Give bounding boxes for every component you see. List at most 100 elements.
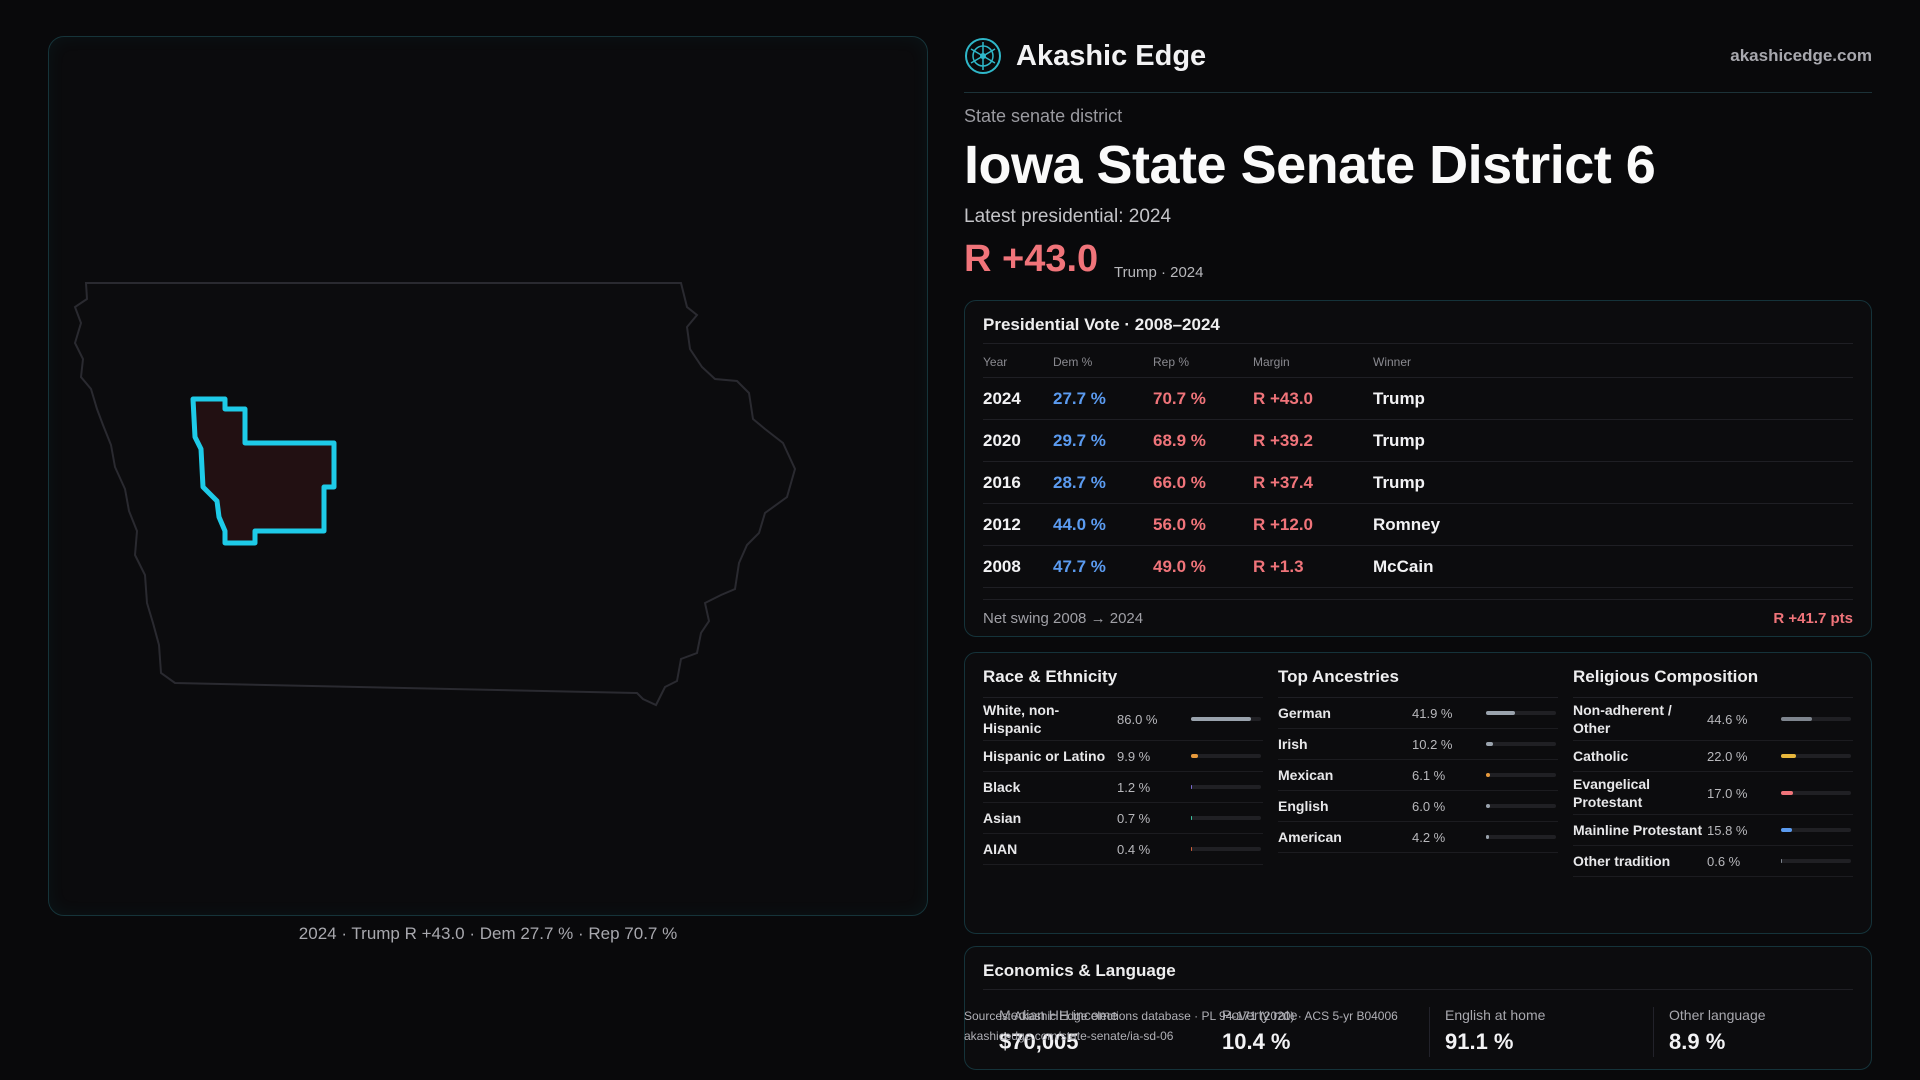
share-bar-track <box>1486 742 1556 746</box>
cell-dem: 47.7 % <box>1053 556 1106 576</box>
list-item: Black 1.2 % <box>983 772 1263 803</box>
metric-value: 91.1 % <box>1445 1029 1514 1054</box>
item-label: American <box>1278 829 1342 845</box>
cell-year: 2012 <box>983 514 1021 534</box>
item-label: Other tradition <box>1573 853 1671 869</box>
item-percent: 0.4 % <box>1117 841 1151 857</box>
share-bar-track <box>1781 754 1851 758</box>
cell-winner: McCain <box>1373 556 1434 576</box>
share-bar <box>1781 717 1813 721</box>
share-bar <box>1486 835 1489 839</box>
share-bar-track <box>1191 847 1261 851</box>
share-bar-track <box>1191 717 1261 721</box>
brand[interactable]: Akashic Edge <box>964 36 1206 76</box>
share-bar <box>1486 742 1494 746</box>
col-dem: Dem % <box>1053 355 1093 369</box>
cell-rep: 49.0 % <box>1153 556 1206 576</box>
list-item: Asian 0.7 % <box>983 803 1263 834</box>
item-percent: 22.0 % <box>1707 748 1748 764</box>
item-label: Asian <box>983 810 1022 826</box>
presidential-vote-table: Year Dem % Rep % Margin Winner 2024 27.7… <box>983 347 1853 588</box>
list-item: Mexican 6.1 % <box>1278 760 1558 791</box>
metric-label: English at home <box>1445 1007 1546 1023</box>
share-bar-track <box>1781 859 1851 863</box>
cell-rep: 56.0 % <box>1153 514 1206 534</box>
site-link[interactable]: akashicedge.com <box>1730 46 1872 65</box>
cell-margin: R +37.4 <box>1253 472 1314 492</box>
district-type-label: State senate district <box>964 106 1123 126</box>
item-label: Irish <box>1278 736 1308 752</box>
list-item: Other tradition 0.6 % <box>1573 846 1853 877</box>
item-label: English <box>1278 798 1329 814</box>
map-caption: 2024 · Trump R +43.0 · Dem 27.7 % · Rep … <box>298 924 678 943</box>
col-year: Year <box>983 355 1008 369</box>
cell-winner: Trump <box>1373 388 1425 408</box>
item-label: German <box>1278 705 1331 721</box>
share-bar-track <box>1486 835 1556 839</box>
metric-divider <box>1429 1007 1430 1057</box>
list-item: AIAN 0.4 % <box>983 834 1263 865</box>
list-item: White, non-Hispanic 86.0 % <box>983 698 1263 741</box>
net-swing-row: Net swing 2008 → 2024 R +41.7 pts <box>983 599 1853 627</box>
brand-name: Akashic Edge <box>1016 39 1207 72</box>
share-bar-track <box>1781 791 1851 795</box>
cell-dem: 44.0 % <box>1053 514 1106 534</box>
cell-rep: 70.7 % <box>1153 388 1206 408</box>
item-percent: 41.9 % <box>1412 705 1453 721</box>
demographics-card: Race & Ethnicity White, non-Hispanic 86.0… <box>964 652 1872 934</box>
list-item: Non-adherent / Other 44.6 % <box>1573 698 1853 741</box>
cell-margin: R +39.2 <box>1253 430 1314 450</box>
race-ethnicity-title: Race & Ethnicity <box>983 667 1263 698</box>
district-map[interactable] <box>49 37 929 917</box>
poverty-rate-metric: Poverty rate 10.4 % <box>1222 1007 1422 1055</box>
share-bar <box>1191 754 1198 758</box>
item-percent: 15.8 % <box>1707 822 1748 838</box>
metric-divider <box>1653 1007 1654 1057</box>
sources-text: Sources: Akashic Edge elections database… <box>964 1009 1398 1023</box>
cell-dem: 27.7 % <box>1053 388 1106 408</box>
cell-winner: Trump <box>1373 430 1425 450</box>
net-swing-value: R +41.7 pts <box>1773 610 1853 627</box>
item-label: Catholic <box>1573 748 1629 764</box>
metric-label: Poverty rate <box>1222 1007 1298 1023</box>
cell-year: 2020 <box>983 430 1021 450</box>
share-bar <box>1486 804 1491 808</box>
item-percent: 6.0 % <box>1412 798 1446 814</box>
list-item: Catholic 22.0 % <box>1573 741 1853 772</box>
district-6-shape[interactable] <box>190 396 337 546</box>
share-bar <box>1781 754 1797 758</box>
item-percent: 10.2 % <box>1412 736 1453 752</box>
list-item: Irish 10.2 % <box>1278 729 1558 760</box>
list-item: Evangelical Protestant 17.0 % <box>1573 772 1853 815</box>
share-bar-track <box>1191 785 1261 789</box>
item-label: Black <box>983 779 1021 795</box>
cell-winner: Romney <box>1373 514 1441 534</box>
item-percent: 17.0 % <box>1707 785 1748 801</box>
source-url[interactable]: akashicedge.com/state-senate/ia-sd-06 <box>964 1029 1174 1043</box>
metric-value: $70,005 <box>999 1029 1079 1054</box>
table-row: 2024 27.7 % 70.7 % R +43.0 Trump <box>983 378 1853 420</box>
race-ethnicity-section: Race & Ethnicity White, non-Hispanic 86.0… <box>983 667 1263 865</box>
metric-value: 8.9 % <box>1669 1029 1726 1054</box>
share-bar-track <box>1781 717 1851 721</box>
list-item: German 41.9 % <box>1278 698 1558 729</box>
share-bar <box>1191 785 1193 789</box>
table-row: 2012 44.0 % 56.0 % R +12.0 Romney <box>983 504 1853 546</box>
item-label: Evangelical Protestant <box>1573 776 1651 810</box>
cell-dem: 29.7 % <box>1053 430 1106 450</box>
share-bar <box>1781 859 1783 863</box>
economics-card: Economics & Language Median HH income $7… <box>964 946 1872 1070</box>
district-map-panel[interactable] <box>48 36 928 916</box>
akashic-edge-logo-icon <box>965 38 1001 74</box>
list-item: American 4.2 % <box>1278 822 1558 853</box>
headline-margin: R +43.0 <box>964 238 1099 280</box>
religion-section: Religious Composition Non-adherent / Oth… <box>1573 667 1853 877</box>
share-bar <box>1486 773 1491 777</box>
cell-rep: 66.0 % <box>1153 472 1206 492</box>
item-label: AIAN <box>983 841 1018 857</box>
item-percent: 6.1 % <box>1412 767 1446 783</box>
share-bar <box>1191 717 1252 721</box>
median-income-metric: Median HH income $70,005 <box>999 1007 1199 1055</box>
sources-footnote: Sources: Akashic Edge elections database… <box>964 1006 1398 1046</box>
item-percent: 1.2 % <box>1117 779 1151 795</box>
